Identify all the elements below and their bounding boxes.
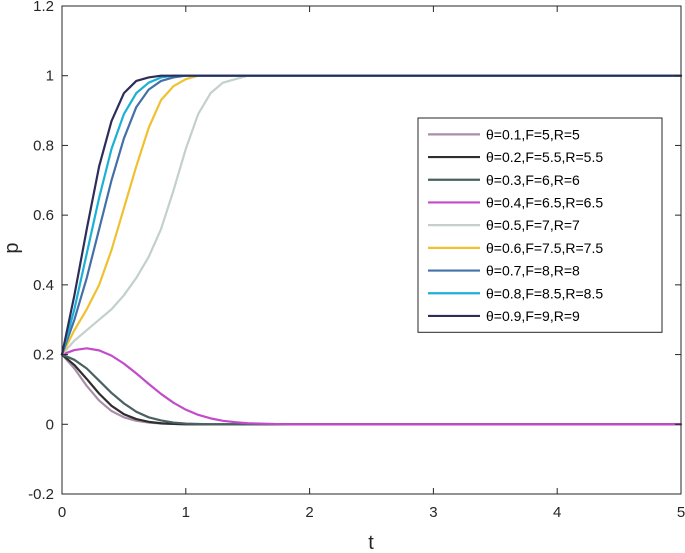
legend: θ=0.1,F=5,R=5 θ=0.2,F=5.5,R=5.5 θ=0.3,F=6,… xyxy=(417,117,663,333)
series-line-4 xyxy=(60,347,683,426)
x-tick-label: 4 xyxy=(553,504,561,521)
y-tick-label: 0.8 xyxy=(33,137,54,154)
x-axis-label: t xyxy=(368,532,374,553)
x-tick-label: 5 xyxy=(677,504,685,521)
y-tick-label: 0 xyxy=(46,416,54,433)
series-line-9 xyxy=(60,74,683,356)
axes-box xyxy=(61,5,682,495)
tick-labels: 0 1 2 3 4 5-0.200.20.40.60.811.2 xyxy=(28,0,685,521)
x-tick-label: 0 xyxy=(58,504,66,521)
series-layer xyxy=(60,74,683,426)
axes xyxy=(61,5,682,495)
legend-entry-6: θ=0.6,F=7.5,R=7.5 xyxy=(486,240,603,256)
legend-entry-7: θ=0.7,F=8,R=8 xyxy=(486,263,580,279)
legend-entry-2: θ=0.2,F=5.5,R=5.5 xyxy=(486,149,603,165)
legend-entry-4: θ=0.4,F=6.5,R=6.5 xyxy=(486,194,603,210)
legend-entry-5: θ=0.5,F=7,R=7 xyxy=(486,217,580,233)
x-tick-label: 1 xyxy=(182,504,190,521)
legend-entry-1: θ=0.1,F=5,R=5 xyxy=(486,126,580,142)
y-tick-label: 0.4 xyxy=(33,277,54,294)
legend-entry-8: θ=0.8,F=8.5,R=8.5 xyxy=(486,285,603,301)
y-tick-label: -0.2 xyxy=(28,486,54,503)
y-tick-label: 0.6 xyxy=(33,207,54,224)
y-tick-label: 1.2 xyxy=(33,0,54,15)
x-tick-label: 2 xyxy=(305,504,313,521)
y-axis-label: p xyxy=(1,242,23,253)
x-tick-label: 3 xyxy=(429,504,437,521)
y-tick-label: 0.2 xyxy=(33,347,54,364)
legend-entry-3: θ=0.3,F=6,R=6 xyxy=(486,172,580,188)
legend-entry-9: θ=0.9,F=9,R=9 xyxy=(486,308,580,324)
y-tick-label: 1 xyxy=(46,68,54,85)
